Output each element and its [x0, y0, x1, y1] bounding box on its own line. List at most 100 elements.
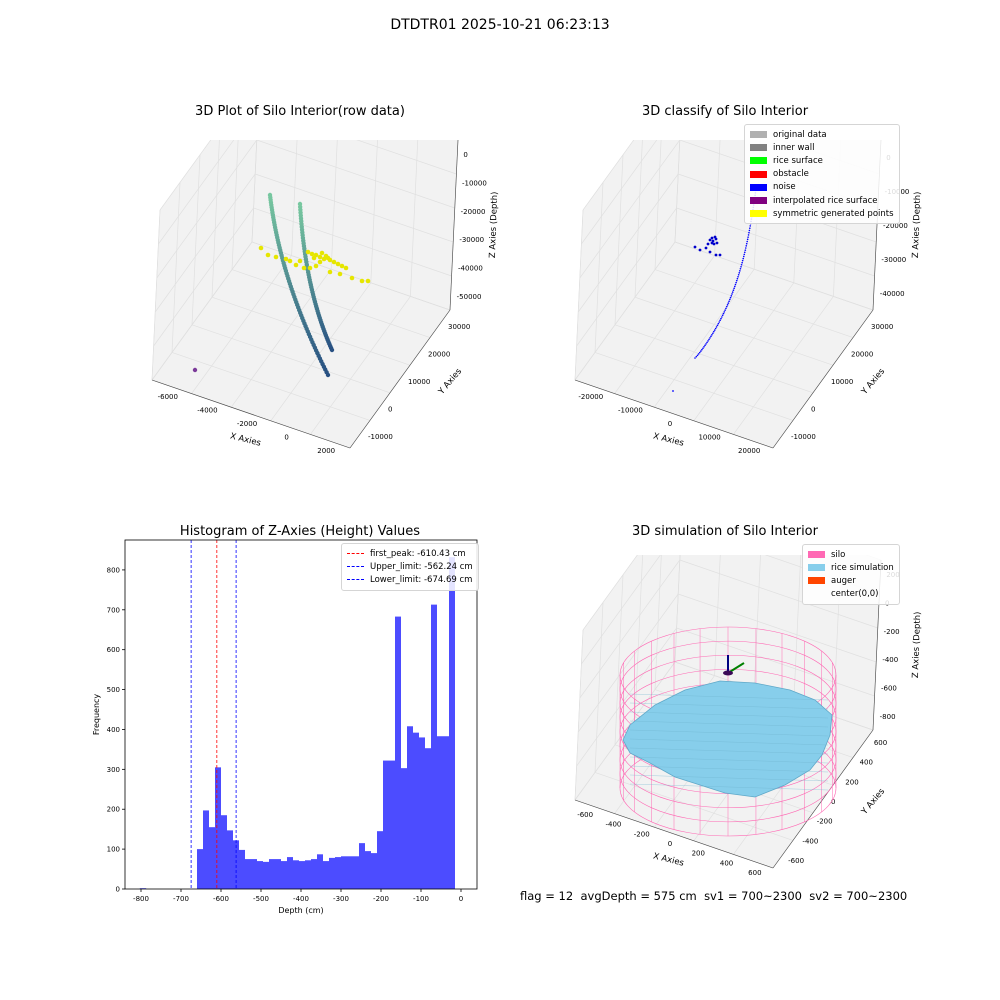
- x-tick-label: 2000: [317, 447, 335, 455]
- z-axis-label: Z Axies (Depth): [911, 191, 923, 258]
- legend-swatch: [750, 157, 767, 165]
- raw-data-3d-plot: -6000-4000-200002000-1000001000020000300…: [151, 140, 500, 455]
- y-tick-label: -400: [802, 837, 818, 845]
- y-axis-label: Y Axies: [436, 366, 464, 397]
- y-tick-label: 600: [874, 739, 887, 747]
- noise-point: [736, 277, 739, 280]
- raw-data-point: [325, 372, 331, 378]
- grid-line: [676, 207, 875, 277]
- grid-line: [594, 182, 604, 353]
- grid-line: [753, 555, 761, 690]
- y-tick-label: 200: [107, 806, 120, 814]
- noise-point: [743, 251, 746, 254]
- noise-point: [713, 329, 716, 331]
- grid-line: [674, 555, 681, 663]
- simulation-legend: silo rice simulation auger center(0,0): [802, 544, 900, 605]
- grid-line: [679, 559, 878, 629]
- legend-entry: noise: [750, 181, 894, 194]
- x-axis-label: X Axies: [652, 431, 685, 448]
- legend-swatch: [808, 591, 825, 598]
- y-tick-label: 500: [107, 686, 120, 694]
- noise-point: [718, 253, 722, 257]
- grid-line: [693, 282, 795, 422]
- noise-point: [733, 287, 735, 290]
- rice-mesh-line: [629, 693, 829, 701]
- rice-mesh-line: [629, 747, 829, 755]
- raw-data-point: [329, 347, 335, 353]
- classify-plot-title: 3D classify of Silo Interior: [641, 104, 809, 119]
- grid-line: [253, 207, 452, 277]
- y-tick-label: -10000: [368, 433, 393, 441]
- y-tick-label: 0: [116, 886, 120, 894]
- legend-swatch: [808, 551, 825, 559]
- noise-point: [741, 261, 743, 264]
- legend-swatch: [347, 553, 364, 555]
- legend-entry: Lower_limit: -674.69 cm: [347, 573, 473, 586]
- grid-line: [154, 173, 256, 313]
- legend-entry: center(0,0): [808, 588, 894, 601]
- noise-point: [712, 242, 716, 246]
- legend-entry: rice surface: [750, 154, 894, 167]
- simulation-3d-plot: -600 -400 -200 0 200 400 600 -600 -400 -200 0 200 40…: [574, 555, 923, 877]
- y-tick-label: 600: [107, 646, 120, 654]
- z-tick-label: -200: [884, 628, 900, 636]
- noise-point: [730, 295, 733, 297]
- noise-point: [672, 390, 674, 392]
- histogram-bar: [425, 748, 431, 889]
- noise-point: [714, 253, 718, 257]
- legend-label: obstacle: [773, 169, 809, 180]
- grid-line: [153, 207, 254, 347]
- grid-line: [574, 209, 584, 381]
- rice-mesh-line: [629, 765, 829, 773]
- histogram-bar: [329, 857, 335, 889]
- noise-point: [708, 238, 712, 242]
- x-tick-label: -800: [133, 895, 149, 903]
- y-tick-label: 0: [811, 406, 815, 414]
- z-tick-label: -10000: [462, 180, 487, 188]
- x-axis-label: Depth (cm): [278, 906, 323, 915]
- grid-line: [574, 629, 584, 801]
- x-tick-label: -200: [373, 895, 389, 903]
- legend-label: center(0,0): [831, 589, 879, 600]
- z-tick-label: -600: [881, 685, 897, 693]
- grid-line: [231, 140, 239, 270]
- y-tick-label: 0: [388, 406, 392, 414]
- z-tick-label: -30000: [459, 236, 484, 244]
- center-marker: [723, 670, 733, 676]
- grid-line: [356, 140, 457, 175]
- grid-line: [158, 140, 235, 245]
- symmetric-point: [305, 249, 311, 255]
- legend-swatch: [750, 131, 767, 139]
- noise-point: [719, 319, 721, 322]
- histogram-bar: [221, 815, 227, 889]
- legend-entry: silo: [808, 548, 894, 561]
- noise-point: [712, 332, 714, 335]
- avg-depth-value: avgDepth = 575 cm: [580, 889, 697, 903]
- noise-point: [747, 236, 749, 238]
- grid-line: [581, 555, 661, 665]
- y-tick-label: 0: [831, 798, 835, 806]
- noise-point: [731, 293, 733, 295]
- grid-line: [191, 154, 201, 325]
- x-tick-label: 10000: [698, 434, 720, 442]
- legend-entry: obstacle: [750, 168, 894, 181]
- noise-point: [737, 274, 740, 276]
- legend-entry: rice simulation: [808, 561, 894, 574]
- legend-swatch: [347, 566, 364, 568]
- x-tick-label: 0: [668, 420, 672, 428]
- noise-point: [745, 242, 748, 245]
- grid-line: [159, 140, 212, 211]
- legend-label: silo: [831, 549, 846, 560]
- symmetric-point: [317, 259, 323, 265]
- noise-point: [711, 334, 713, 336]
- noise-point: [707, 340, 709, 342]
- rice-mesh-line: [629, 702, 829, 710]
- y-tick-label: 30000: [448, 323, 470, 331]
- noise-point: [749, 225, 752, 227]
- z-axis-label: Z Axies (Depth): [488, 191, 500, 258]
- x-tick-label: 600: [748, 869, 761, 877]
- legend-label: original data: [773, 129, 827, 140]
- symmetric-point: [327, 269, 333, 275]
- legend-entry: inner wall: [750, 141, 894, 154]
- grid-line: [614, 255, 715, 394]
